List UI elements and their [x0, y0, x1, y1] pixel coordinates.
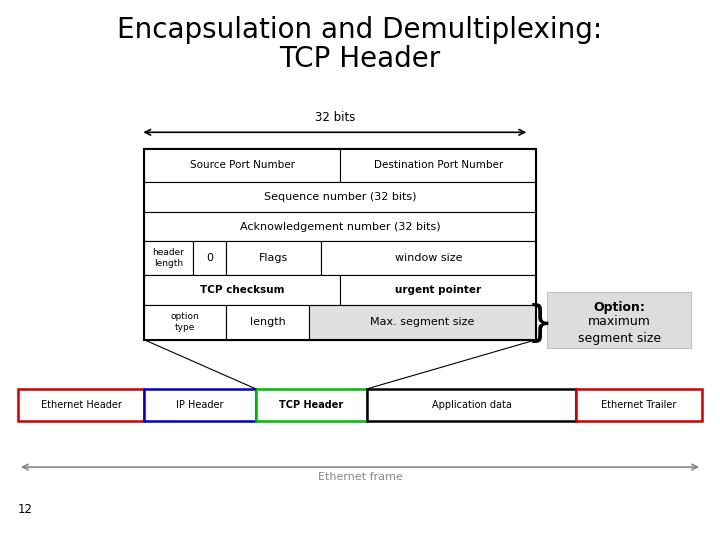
Text: maximum
segment size: maximum segment size: [577, 315, 661, 345]
Text: length: length: [250, 317, 286, 327]
Text: window size: window size: [395, 253, 462, 263]
Bar: [226, 305, 309, 340]
Bar: [309, 305, 536, 340]
Bar: [144, 241, 193, 275]
Text: 12: 12: [18, 503, 33, 516]
Bar: [144, 182, 536, 212]
Text: Max. segment size: Max. segment size: [370, 317, 474, 327]
Bar: [193, 241, 226, 275]
Bar: [367, 389, 576, 421]
Text: urgent pointer: urgent pointer: [395, 285, 482, 295]
Text: TCP Header: TCP Header: [279, 45, 441, 73]
Text: Sequence number (32 bits): Sequence number (32 bits): [264, 192, 416, 202]
Text: Destination Port Number: Destination Port Number: [374, 160, 503, 170]
Bar: [576, 389, 702, 421]
Bar: [226, 241, 320, 275]
Text: 32 bits: 32 bits: [315, 111, 355, 124]
Text: Ethernet Header: Ethernet Header: [40, 400, 122, 410]
Bar: [144, 212, 536, 241]
Bar: [340, 275, 536, 305]
Text: TCP Header: TCP Header: [279, 400, 343, 410]
Text: header
length: header length: [153, 248, 184, 268]
Text: Acknowledgement number (32 bits): Acknowledgement number (32 bits): [240, 221, 441, 232]
Text: TCP checksum: TCP checksum: [200, 285, 284, 295]
Bar: [144, 148, 536, 340]
Text: Ethernet frame: Ethernet frame: [318, 472, 402, 483]
Text: Source Port Number: Source Port Number: [189, 160, 294, 170]
Text: }: }: [527, 303, 553, 345]
Bar: [340, 148, 536, 182]
Bar: [144, 275, 340, 305]
Bar: [144, 389, 256, 421]
Bar: [144, 148, 340, 182]
Bar: [18, 389, 144, 421]
Text: Application data: Application data: [432, 400, 511, 410]
Text: Option:: Option:: [593, 301, 645, 314]
Text: option
type: option type: [171, 313, 199, 332]
Text: IP Header: IP Header: [176, 400, 223, 410]
Bar: [256, 389, 367, 421]
Text: Flags: Flags: [259, 253, 288, 263]
Bar: [144, 305, 226, 340]
Bar: [547, 292, 691, 348]
Text: Ethernet Trailer: Ethernet Trailer: [601, 400, 677, 410]
Bar: [320, 241, 536, 275]
Text: 0: 0: [206, 253, 213, 263]
Text: Encapsulation and Demultiplexing:: Encapsulation and Demultiplexing:: [117, 16, 603, 44]
